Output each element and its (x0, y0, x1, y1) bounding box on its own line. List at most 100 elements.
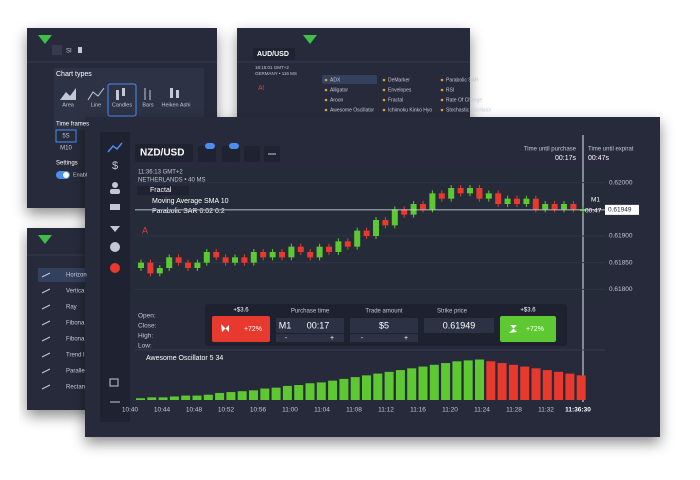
indicator[interactable]: Stochastic Oscillator (446, 107, 492, 113)
expiration-label: Time until expirat (588, 147, 634, 153)
indicator[interactable]: Ichimoku Kinko Hyo (388, 107, 432, 113)
strike-label: Strike price (437, 309, 468, 315)
oscillator-bar (554, 371, 564, 400)
time-frames-title: Time frames (56, 122, 89, 128)
frame[interactable]: M1 (279, 320, 292, 330)
chart-type[interactable]: Candles (112, 102, 132, 108)
toolbar-label: SI (66, 49, 72, 55)
candle (532, 198, 539, 210)
time[interactable]: 00:17 (307, 320, 330, 330)
chart-type[interactable]: Heiken Ashi (161, 102, 190, 108)
indicator[interactable]: Moving Average SMA 10 (152, 198, 229, 205)
candle (401, 209, 408, 215)
oscillator-label: Awesome Oscillator 5 34 (146, 355, 223, 362)
chart-type[interactable]: Line (91, 102, 101, 108)
oscillator-bar (226, 392, 236, 400)
candle (448, 188, 455, 199)
alert-icon: A (142, 225, 148, 235)
tool-icon (41, 320, 51, 326)
tool-icon (41, 384, 51, 390)
sidebar-icons[interactable]: $ (107, 142, 123, 403)
chart-type[interactable]: Bars (142, 102, 154, 108)
indicator[interactable]: Alligator (330, 87, 348, 93)
tool[interactable]: Fibona (66, 321, 85, 327)
indicator[interactable]: Parabolic SAR 0.02 0.2 (152, 208, 225, 215)
candle (326, 246, 332, 252)
tool[interactable]: Rectan (66, 385, 85, 391)
oscillator-bar (305, 383, 315, 400)
oscillator-bar (192, 395, 202, 400)
pair[interactable]: AUD/USD (257, 51, 289, 58)
candle (457, 188, 464, 194)
indicator[interactable]: ADX (330, 77, 341, 83)
candle (279, 252, 285, 258)
indicator[interactable]: Envelopes (388, 87, 412, 93)
x-tick-label: 11:24 (474, 407, 490, 414)
indicator[interactable]: Parabolic SAR (446, 77, 479, 83)
candle (316, 246, 323, 258)
time-frame[interactable]: 5S (62, 134, 69, 140)
step-button[interactable]: - (285, 335, 288, 342)
candle (551, 204, 558, 210)
candle (495, 193, 502, 204)
oscillator-bar (169, 396, 179, 400)
pair[interactable]: NZD/USD (140, 148, 184, 159)
indicator[interactable]: Aroon (330, 97, 344, 103)
indicator[interactable]: Awesome Oscillator (330, 107, 374, 113)
candle (523, 198, 530, 204)
trade-inputs[interactable] (276, 318, 494, 342)
oscillator-bar (215, 392, 225, 400)
location: GERMANY • 116 MS (255, 71, 297, 76)
indicator[interactable]: RSI (446, 87, 454, 93)
oscillator-bar (395, 370, 405, 400)
x-tick-label: 11:32 (538, 407, 554, 414)
indicator[interactable]: Fractal (150, 187, 172, 194)
y-tick-label: 0.62000 (609, 179, 633, 186)
logos (38, 35, 317, 244)
svg-text:A!: A! (258, 85, 265, 92)
time-frame[interactable]: M10 (60, 146, 72, 152)
oscillator-bar (486, 361, 496, 400)
up-button[interactable] (500, 316, 556, 342)
tool[interactable]: Ray (66, 305, 77, 311)
candle (438, 193, 445, 199)
down-percent[interactable]: +72% (244, 326, 262, 333)
tool[interactable]: Horizon (66, 273, 87, 279)
oscillator-bar (497, 363, 507, 400)
tool[interactable]: Paralle (66, 369, 85, 375)
indicator[interactable]: Fractal (388, 97, 403, 103)
step-button[interactable]: - (361, 335, 364, 342)
settings-title: Settings (56, 161, 78, 167)
oscillator-bar (362, 375, 371, 400)
down-button[interactable] (212, 316, 270, 342)
up-percent[interactable]: +72% (526, 326, 544, 333)
step-button[interactable]: + (404, 335, 408, 342)
oscillator-bar (147, 397, 157, 400)
settings-item: Enabl (73, 172, 87, 178)
amount[interactable]: $5 (379, 320, 389, 330)
indicator[interactable]: Rate Of Change (446, 97, 482, 103)
strike-price[interactable]: 0.61949 (443, 320, 476, 330)
down-arrow (221, 324, 229, 332)
oscillator-bar (158, 397, 168, 400)
timer-frame: M1 (591, 197, 600, 204)
trade-amount-label: Trade amount (365, 309, 402, 315)
pair-selector[interactable] (135, 144, 193, 162)
up-arrow (509, 325, 517, 333)
fractal-bg (137, 186, 189, 195)
oscillator-bar (429, 364, 439, 400)
x-tick-label: 11:00 (282, 407, 298, 414)
purchase-label: Time until purchase (524, 147, 577, 153)
header-buttons[interactable] (198, 143, 280, 162)
tool[interactable]: Vertica (66, 289, 85, 295)
chart-type[interactable]: Area (62, 102, 75, 108)
step-button[interactable]: + (330, 335, 334, 342)
oscillator-bar (407, 368, 417, 400)
tool[interactable]: Trend l (66, 353, 84, 359)
tool[interactable]: Fibona (66, 337, 85, 343)
indicator[interactable]: DeMarker (388, 77, 410, 83)
oscillator-bar (475, 359, 484, 400)
oscillator-bar (294, 385, 304, 400)
oscillator-bar (339, 378, 349, 400)
